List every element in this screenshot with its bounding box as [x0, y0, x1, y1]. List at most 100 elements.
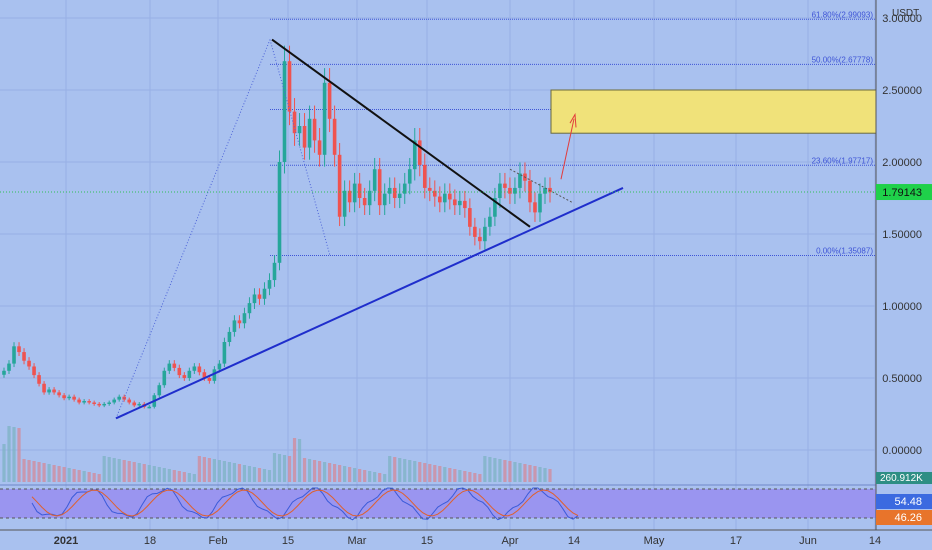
target-zone-box[interactable]: [550, 89, 877, 134]
candle-body[interactable]: [32, 366, 36, 376]
candle-body[interactable]: [272, 262, 277, 281]
candle-body[interactable]: [177, 367, 182, 376]
candle-body[interactable]: [117, 396, 122, 400]
candle-body[interactable]: [543, 187, 547, 194]
candle-body[interactable]: [277, 162, 282, 263]
candle-body[interactable]: [382, 193, 387, 206]
candle-body[interactable]: [137, 403, 142, 406]
candle-body[interactable]: [352, 183, 357, 203]
stoch-rsi-pane[interactable]: [0, 484, 932, 521]
candle-body[interactable]: [302, 126, 307, 148]
candle-body[interactable]: [112, 399, 117, 403]
candle-body[interactable]: [513, 187, 517, 194]
candle-body[interactable]: [287, 61, 292, 112]
candle-body[interactable]: [327, 82, 332, 119]
candle-body[interactable]: [77, 399, 81, 403]
candle-body[interactable]: [217, 363, 222, 370]
candle-body[interactable]: [87, 401, 91, 403]
candle-body[interactable]: [307, 118, 312, 148]
candle-body[interactable]: [538, 193, 542, 213]
candle-body[interactable]: [2, 370, 6, 375]
candle-body[interactable]: [498, 183, 502, 198]
stoch-k-line[interactable]: [31, 487, 579, 521]
candle-body[interactable]: [82, 401, 86, 403]
candle-body[interactable]: [262, 288, 267, 299]
candle-body[interactable]: [508, 187, 512, 194]
candle-body[interactable]: [52, 389, 56, 393]
candle-body[interactable]: [422, 164, 427, 188]
candle-body[interactable]: [237, 320, 242, 324]
candle-body[interactable]: [367, 190, 372, 206]
candle-body[interactable]: [227, 331, 232, 342]
candle-body[interactable]: [187, 370, 192, 378]
triangle-upper-line[interactable]: [271, 38, 531, 228]
candle-body[interactable]: [92, 402, 96, 404]
candle-body[interactable]: [97, 403, 101, 406]
candle-body[interactable]: [62, 395, 66, 399]
candle-body[interactable]: [57, 392, 61, 396]
candle-body[interactable]: [107, 402, 111, 404]
candle-body[interactable]: [473, 226, 477, 237]
candle-body[interactable]: [127, 399, 132, 403]
candle-body[interactable]: [407, 169, 412, 184]
candle-body[interactable]: [72, 396, 76, 400]
candle-body[interactable]: [372, 169, 377, 191]
candle-body[interactable]: [37, 375, 41, 384]
candle-body[interactable]: [182, 375, 187, 378]
candle-body[interactable]: [297, 126, 302, 134]
candle-body[interactable]: [242, 313, 247, 324]
candle-body[interactable]: [478, 236, 482, 242]
candle-body[interactable]: [347, 190, 352, 203]
candle-body[interactable]: [387, 187, 392, 194]
candle-body[interactable]: [252, 294, 257, 304]
candle-body[interactable]: [458, 200, 462, 206]
candle-body[interactable]: [317, 140, 322, 155]
candle-body[interactable]: [518, 173, 522, 188]
candle-body[interactable]: [267, 280, 272, 289]
candle-body[interactable]: [427, 187, 432, 191]
candle-body[interactable]: [102, 403, 106, 406]
candle-body[interactable]: [417, 140, 422, 165]
candle-body[interactable]: [292, 111, 297, 134]
candle-body[interactable]: [197, 366, 202, 373]
candle-body[interactable]: [157, 385, 162, 396]
candle-body[interactable]: [392, 187, 397, 198]
candle-body[interactable]: [443, 193, 447, 203]
candle-body[interactable]: [322, 82, 327, 155]
candle-body[interactable]: [362, 198, 367, 206]
candle-body[interactable]: [47, 389, 51, 393]
candle-body[interactable]: [232, 320, 237, 332]
candle-body[interactable]: [27, 360, 31, 367]
candle-body[interactable]: [397, 193, 402, 198]
candle-body[interactable]: [402, 183, 407, 194]
candle-body[interactable]: [202, 372, 207, 378]
candle-body[interactable]: [222, 342, 227, 364]
triangle-lower-line[interactable]: [115, 187, 624, 420]
candle-body[interactable]: [488, 216, 492, 227]
candle-body[interactable]: [377, 169, 382, 206]
time-axis[interactable]: 2021 18 Feb 15 Mar 15 Apr 14 May 17 Jun 14: [0, 529, 932, 550]
candle-body[interactable]: [503, 183, 507, 188]
last-price-badge[interactable]: [876, 184, 932, 201]
candle-body[interactable]: [147, 406, 152, 409]
candle-body[interactable]: [257, 294, 262, 299]
candle-body[interactable]: [22, 352, 26, 361]
candle-body[interactable]: [342, 190, 347, 217]
price-axis[interactable]: 65.500005.000004.500004.000003.500003.00…: [875, 0, 932, 530]
candle-body[interactable]: [42, 383, 46, 393]
candle-body[interactable]: [212, 369, 217, 381]
price-candles[interactable]: [2, 45, 552, 409]
candle-body[interactable]: [162, 370, 167, 386]
candle-body[interactable]: [412, 140, 417, 170]
candle-body[interactable]: [357, 183, 362, 198]
fib-anchor-line[interactable]: [115, 39, 271, 419]
candle-body[interactable]: [167, 363, 172, 371]
candle-body[interactable]: [282, 61, 287, 163]
candle-body[interactable]: [493, 198, 497, 217]
candle-body[interactable]: [432, 190, 437, 197]
candle-body[interactable]: [67, 396, 71, 399]
candle-body[interactable]: [172, 363, 177, 368]
candle-body[interactable]: [483, 226, 487, 242]
candle-body[interactable]: [437, 196, 442, 203]
